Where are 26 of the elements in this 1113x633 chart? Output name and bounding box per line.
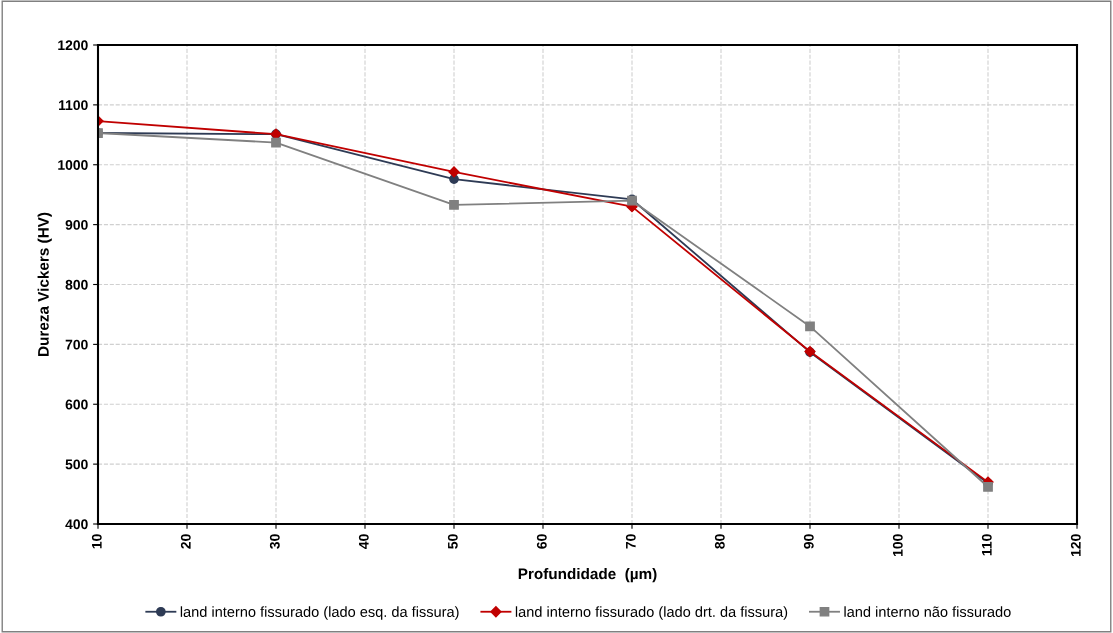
x-tick-label: 20 — [180, 534, 191, 549]
x-tick-label: 110 — [981, 534, 992, 556]
y-axis-title: Dureza Vickers (HV) — [37, 212, 52, 356]
y-tick-label: 1100 — [59, 100, 88, 111]
x-tick-label: 60 — [536, 534, 547, 549]
x-tick-label: 40 — [358, 534, 369, 549]
x-tick-label: 50 — [447, 534, 458, 549]
y-tick-label: 1200 — [58, 40, 88, 51]
legend-label: land interno não fissurado — [844, 606, 1011, 617]
y-tick-label: 900 — [65, 219, 88, 230]
x-tick-label: 90 — [803, 534, 814, 549]
legend-label: land interno fissurado (lado esq. da fissura) — [180, 606, 459, 620]
x-tick-label: 80 — [714, 534, 725, 549]
y-tick-label: 400 — [65, 519, 88, 530]
x-tick-label: 120 — [1070, 534, 1081, 557]
x-tick-label: 70 — [625, 534, 636, 549]
y-tick-label: 700 — [65, 339, 88, 350]
y-tick-label: 600 — [65, 399, 88, 410]
x-tick-label: 100 — [892, 534, 903, 557]
legend-label: land interno fissurado (lado drt. da fissura) — [515, 606, 788, 620]
y-tick-label: 800 — [65, 279, 88, 290]
x-tick-label: 30 — [269, 534, 280, 549]
y-tick-label: 500 — [65, 459, 88, 470]
x-tick-label: 10 — [91, 534, 102, 549]
x-axis-title: Profundidade (µm) — [518, 568, 657, 583]
y-tick-label: 1000 — [58, 160, 88, 170]
